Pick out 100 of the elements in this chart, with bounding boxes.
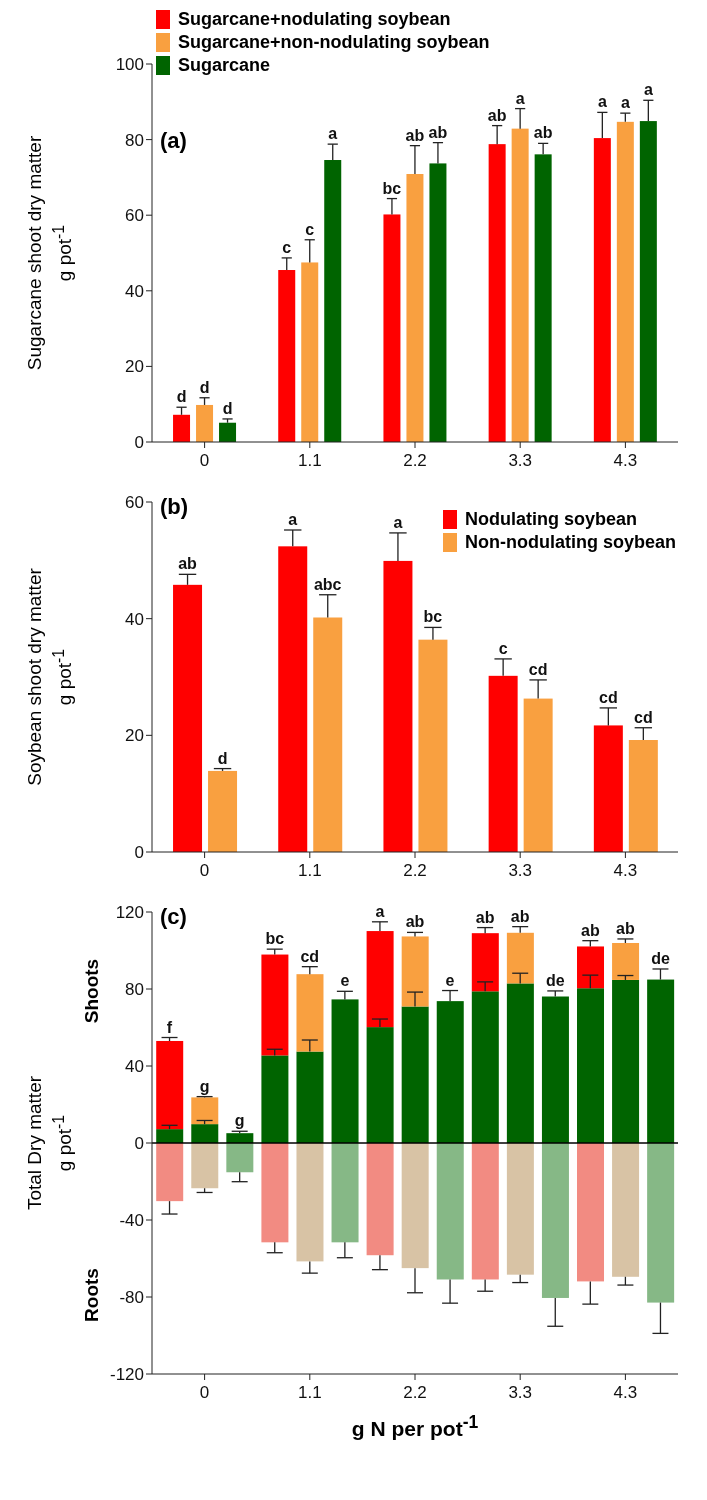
- data-label: bc: [265, 930, 285, 948]
- x-tick-label: 3.3: [508, 1383, 533, 1402]
- y-tick-label: 80: [125, 130, 144, 150]
- y-tick-label: 40: [125, 1057, 144, 1077]
- x-tick-label: 3.3: [508, 861, 533, 880]
- y-tick-label: 100: [115, 55, 144, 75]
- bar: [436, 1001, 464, 1143]
- bar: [401, 1143, 429, 1269]
- bar: [534, 154, 552, 442]
- bar: [226, 1143, 254, 1173]
- y-tick-label: 20: [125, 726, 144, 746]
- data-label: ab: [405, 913, 425, 931]
- data-label: ab: [405, 126, 425, 144]
- bar: [593, 138, 611, 442]
- data-label: cd: [300, 947, 320, 965]
- data-label: ab: [475, 908, 495, 926]
- bar: [488, 675, 518, 852]
- bar: [471, 991, 499, 1143]
- y-tick-label: 60: [125, 493, 144, 513]
- x-tick-label: 0: [199, 861, 210, 880]
- bar: [577, 988, 605, 1143]
- data-label: cd: [599, 688, 618, 706]
- y-tick-label: -80: [119, 1288, 144, 1308]
- bar: [366, 931, 394, 1028]
- bar: [401, 936, 429, 1007]
- data-label: bc: [382, 179, 402, 197]
- x-tick-label: 2.2: [403, 1383, 427, 1402]
- legend-label: Sugarcane: [178, 54, 271, 77]
- y-tick-label: 80: [125, 980, 144, 1000]
- bar: [612, 979, 640, 1143]
- data-label: g: [234, 1112, 245, 1130]
- bar: [173, 414, 191, 442]
- bar: [278, 270, 296, 442]
- bar: [331, 1143, 359, 1243]
- bar: [647, 979, 675, 1143]
- bar: [191, 1124, 219, 1143]
- y-tick-label: -120: [109, 1365, 144, 1385]
- bar: [406, 174, 424, 442]
- bar: [628, 740, 658, 852]
- data-label: c: [282, 238, 292, 256]
- bar: [208, 770, 238, 852]
- bar: [511, 128, 529, 442]
- data-label: a: [328, 125, 338, 143]
- data-label: a: [643, 81, 653, 99]
- bar: [296, 1051, 324, 1143]
- y-tick-label: 0: [134, 433, 144, 453]
- data-label: ab: [428, 123, 448, 141]
- y-tick-label: 0: [134, 843, 144, 863]
- data-label: ab: [178, 555, 198, 573]
- data-label: g: [199, 1077, 210, 1095]
- data-label: a: [515, 89, 525, 107]
- legend-label: Sugarcane+nodulating soybean: [178, 8, 451, 31]
- data-label: d: [217, 749, 228, 767]
- bar: [436, 1143, 464, 1280]
- bar: [401, 1006, 429, 1143]
- data-label: c: [498, 639, 508, 657]
- y-tick-label: 40: [125, 609, 144, 629]
- bar: [471, 933, 499, 992]
- bar: [366, 1143, 394, 1256]
- x-tick-label: 1.1: [297, 1383, 322, 1402]
- data-label: cd: [634, 708, 653, 726]
- bar: [506, 983, 534, 1143]
- x-tick-label: 0: [199, 1383, 210, 1402]
- x-tick-label: 3.3: [508, 451, 533, 470]
- y-tick-label: 120: [115, 903, 144, 923]
- x-tick-label: 0: [199, 451, 210, 470]
- data-label: ab: [533, 124, 553, 142]
- bar: [261, 1143, 289, 1243]
- bar: [639, 121, 657, 442]
- data-label: a: [620, 94, 630, 112]
- bar: [383, 214, 401, 442]
- x-tick-label: 4.3: [613, 451, 638, 470]
- bar: [612, 1143, 640, 1277]
- bar: [196, 404, 214, 442]
- bar: [541, 1143, 569, 1298]
- text: Shoots: [81, 958, 102, 1023]
- bar: [383, 560, 413, 852]
- bar: [278, 546, 308, 852]
- data-label: bc: [423, 608, 443, 626]
- bar: [173, 584, 203, 852]
- bar: [523, 698, 553, 852]
- bar: [577, 946, 605, 989]
- data-label: ab: [487, 106, 507, 124]
- bar: [331, 999, 359, 1143]
- legend-label: Sugarcane+non-nodulating soybean: [178, 31, 490, 54]
- data-label: cd: [528, 660, 548, 678]
- text: Roots: [81, 1268, 102, 1323]
- bar: [301, 262, 319, 442]
- x-tick-label: 1.1: [297, 451, 322, 470]
- data-label: c: [305, 220, 315, 238]
- data-label: de: [545, 971, 565, 989]
- bar: [647, 1143, 675, 1303]
- bar: [219, 422, 237, 442]
- bar: [506, 1143, 534, 1275]
- bar: [616, 121, 634, 442]
- legend-label: Non-nodulating soybean: [465, 531, 676, 554]
- x-tick-label: 4.3: [613, 1383, 638, 1402]
- data-label: e: [445, 971, 455, 989]
- data-label: abc: [313, 575, 342, 593]
- x-tick-label: 2.2: [403, 451, 427, 470]
